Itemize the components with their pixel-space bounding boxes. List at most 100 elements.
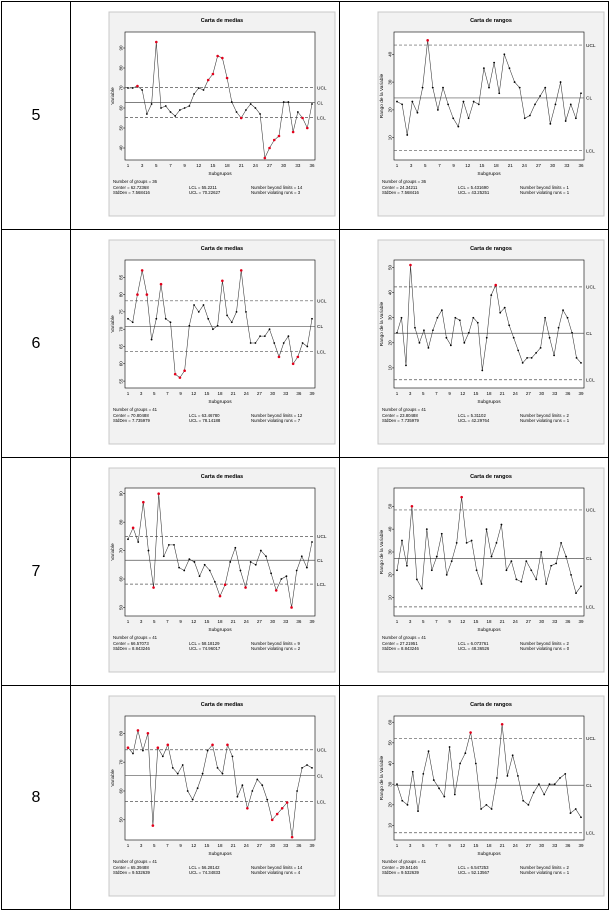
y-tick-label: 10 [388,823,393,829]
data-point [569,812,572,815]
x-tick-label: 9 [452,163,455,168]
x-tick-label: 7 [166,619,169,624]
data-point [580,816,582,819]
x-tick-label: 27 [526,843,532,848]
stats-ucl: UCL = 70.22627 [189,190,221,195]
x-tick-label: 12 [196,163,202,168]
data-point [193,93,195,95]
data-point [425,528,428,531]
x-tick-label: 24 [513,391,519,396]
stats-groups: Number of groups = 41 [382,407,427,412]
data-point [259,335,262,338]
stats-groups: Number of groups = 41 [382,859,427,864]
x-tick-label: 5 [153,619,156,624]
x-tick-label: 15 [473,843,479,848]
x-tick-label: 1 [396,843,399,848]
x-tick-label: 39 [309,619,315,624]
out-of-control-point [296,355,300,359]
ucl-label: UCL [586,43,596,49]
chart-title: Carta de medias [201,246,244,252]
data-point [420,587,423,590]
data-point [432,329,434,332]
ucl-label: UCL [317,85,327,91]
y-tick-label: 60 [119,576,124,582]
out-of-control-point [426,39,429,42]
stats-center: Center = 27.21951 [382,641,418,646]
lcl-label: LCL [317,582,326,588]
range-chart: Carta de rangos 10 20 30 40 50 Rango de la Var… [377,239,605,445]
data-point [482,67,485,70]
stats-beyond: Number beyond limits = 12 [251,413,303,418]
y-tick-label: 50 [119,817,124,823]
data-point [311,317,313,320]
data-point [406,564,408,567]
data-point [548,336,551,339]
x-tick-label: 39 [309,391,315,396]
stats-stddev: StdDev = 8.843246 [113,646,151,651]
x-tick-label: 30 [270,391,276,396]
data-point [521,362,524,364]
data-point [440,309,443,312]
data-point [485,528,488,531]
stats-stddev: StdDev = 9.532639 [382,870,420,875]
data-point [447,103,450,106]
stats-groups: Number of groups = 41 [113,635,158,640]
data-point [475,569,478,572]
data-point [580,585,582,588]
x-tick-label: 7 [435,619,438,624]
x-tick-label: 3 [409,619,412,624]
stats-lcl: LCL = 55.2211 [189,185,217,190]
data-point [571,331,573,334]
x-tick-label: 39 [309,843,315,848]
y-tick-label: 40 [388,51,393,57]
x-tick-label: 39 [578,843,584,848]
x-tick-label: 9 [179,391,182,396]
ucl-label: UCL [586,736,596,742]
data-point [301,767,303,769]
stats-lcl: LCL = 6.073761 [458,641,489,646]
x-tick-label: 24 [522,163,528,168]
x-tick-label: 33 [564,163,570,168]
y-tick-label: 50 [388,503,393,509]
data-point [574,808,577,810]
out-of-control-point [469,731,472,734]
out-of-control-point [206,78,210,82]
data-point [445,573,448,576]
data-point [417,810,419,812]
stats-lcl: LCL = 5.31102 [458,413,486,418]
data-point [251,790,254,792]
out-of-control-point [277,355,281,359]
ucl-label: UCL [317,748,327,754]
stats-runs: Number violating runs = 1 [520,870,570,875]
y-tick-label: 10 [388,135,393,141]
data-point [485,803,488,806]
data-point [500,523,503,526]
out-of-control-point [183,369,186,373]
data-point [396,783,398,786]
chart-title: Carta de medias [201,18,244,24]
x-tick-label: 30 [270,843,276,848]
x-tick-label: 5 [153,843,156,848]
x-tick-label: 39 [578,619,584,624]
x-tick-label: 30 [550,163,556,168]
data-point [229,561,232,563]
x-tick-label: 36 [578,163,584,168]
x-tick-label: 3 [140,843,143,848]
data-point [544,86,547,89]
data-point [570,573,572,576]
data-point [405,364,407,367]
data-point [236,795,239,798]
data-point [164,105,167,107]
data-point [411,100,414,103]
x-tick-label: 36 [565,843,571,848]
data-point [127,538,129,541]
data-point [183,107,186,109]
y-tick-label: 10 [388,365,393,371]
data-point [311,103,313,105]
x-tick-label: 33 [283,619,289,624]
ucl-label: UCL [317,299,327,305]
stats-beyond: Number beyond limits = 14 [251,865,303,870]
lcl-label: LCL [586,831,595,837]
data-point [150,338,153,341]
data-point [254,342,257,344]
